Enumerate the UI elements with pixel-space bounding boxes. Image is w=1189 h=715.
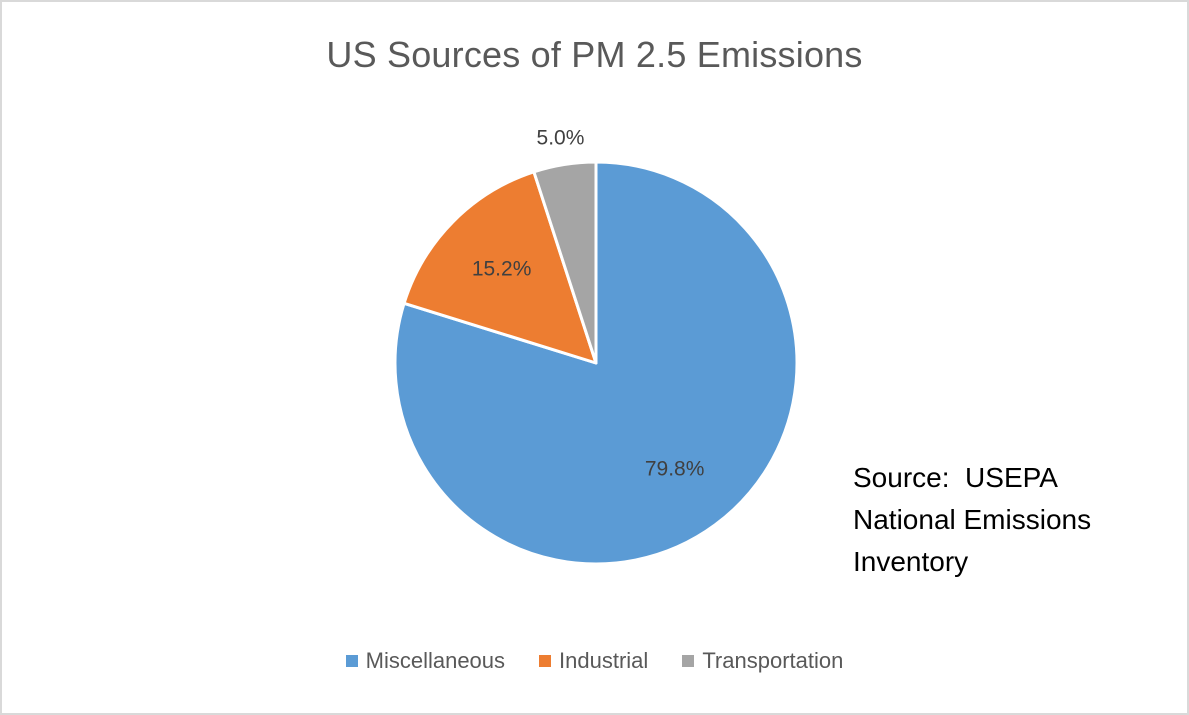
- legend-label-miscellaneous: Miscellaneous: [365, 648, 506, 673]
- legend-item-miscellaneous: Miscellaneous: [345, 648, 506, 674]
- source-line-2: National Emissions: [853, 504, 1092, 535]
- data-label-transportation: 5.0%: [537, 126, 585, 149]
- legend-swatch-industrial: [539, 655, 552, 667]
- legend-item-industrial: Industrial: [539, 648, 648, 674]
- pie-slice-transportation: [532, 160, 598, 365]
- chart-title: US Sources of PM 2.5 Emissions: [326, 34, 863, 75]
- legend-label-transportation: Transportation: [702, 648, 844, 673]
- data-label-industrial: 15.2%: [472, 257, 532, 280]
- legend-swatch-miscellaneous: [345, 655, 358, 667]
- legend-swatch-transportation: [682, 655, 695, 667]
- legend-item-transportation: Transportation: [682, 648, 843, 674]
- source-line-3: Inventory: [853, 546, 969, 577]
- source-line-1: Source: USEPA: [853, 462, 1058, 493]
- source-annotation: Source: USEPA National Emissions Invento…: [853, 457, 1173, 583]
- legend: Miscellaneous Industrial Transportation: [2, 648, 1187, 674]
- legend-label-industrial: Industrial: [559, 648, 649, 673]
- data-label-miscellaneous: 79.8%: [645, 457, 705, 480]
